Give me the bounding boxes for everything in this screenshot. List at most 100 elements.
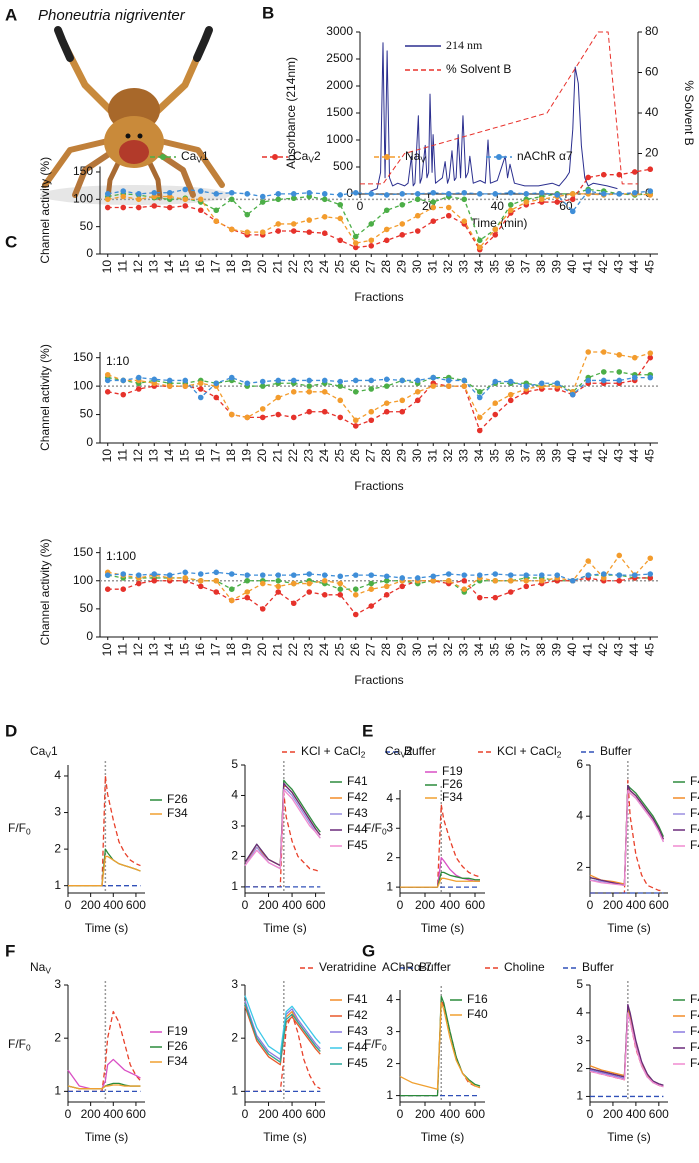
x-tick-label: 34	[472, 643, 486, 657]
legend-label: Buffer	[600, 744, 632, 758]
text-part: V	[45, 750, 51, 760]
data-point	[492, 400, 499, 406]
y-tick-label: 4	[386, 992, 393, 1006]
data-point	[476, 244, 483, 251]
x-tick-label: 40	[565, 449, 579, 463]
data-point	[244, 211, 251, 218]
x-tick-label: 34	[472, 449, 486, 463]
data-point	[492, 232, 499, 238]
data-point	[647, 571, 654, 577]
series-line	[67, 1084, 141, 1090]
data-point	[244, 572, 251, 578]
data-point	[228, 196, 235, 203]
x-tick-label: 400	[626, 1107, 646, 1121]
data-point	[290, 389, 297, 395]
data-point	[368, 386, 375, 392]
data-point	[631, 169, 638, 175]
legend-label: KCl + CaCl2	[497, 744, 562, 760]
data-point	[600, 349, 607, 355]
data-point	[337, 192, 344, 198]
data-point	[616, 352, 623, 358]
data-point	[337, 378, 344, 385]
y-tick-label: 50	[80, 601, 94, 615]
y-tick-label: 4	[54, 768, 61, 782]
data-point	[259, 406, 266, 412]
data-point	[182, 377, 189, 384]
data-point	[197, 394, 204, 401]
x-tick-label: 19	[239, 449, 253, 463]
x-tick-label: 39	[549, 449, 563, 463]
data-point	[213, 394, 220, 401]
x-tick-label: 30	[410, 643, 424, 657]
data-point	[259, 378, 266, 385]
legend-label: F41	[690, 992, 699, 1006]
legend-label: Buffer	[404, 744, 436, 758]
annotation: 1:10	[106, 354, 130, 368]
x-tick-label: 26	[348, 449, 362, 463]
data-point	[523, 583, 530, 590]
text-part: V	[45, 966, 51, 976]
data-point	[197, 386, 204, 392]
x-tick-label: 23	[301, 643, 315, 657]
data-point	[647, 188, 654, 194]
x-tick-label: 18	[224, 643, 238, 657]
data-point	[585, 188, 592, 194]
data-point	[383, 577, 390, 584]
x-tick-label: 29	[394, 260, 408, 274]
x-tick-label: 400	[282, 898, 302, 912]
panel-title: AChRα-7	[382, 960, 432, 974]
data-point	[352, 572, 359, 578]
data-point	[476, 394, 483, 401]
spider-photo	[40, 26, 230, 205]
legend-label: F41	[690, 774, 699, 788]
data-point	[306, 408, 313, 415]
data-point	[430, 204, 437, 211]
data-point	[275, 221, 282, 227]
data-point	[368, 586, 375, 592]
data-point	[259, 383, 266, 389]
y-tick-label: 4	[576, 1005, 583, 1019]
y-tick-label: 100	[73, 378, 93, 392]
x-tick-label: 22	[286, 260, 300, 274]
data-point	[368, 603, 375, 609]
x-tick-label: 19	[239, 260, 253, 274]
y2-tick-label: 60	[645, 65, 659, 79]
text-part: 0	[26, 827, 31, 837]
data-point	[554, 380, 561, 387]
data-point	[104, 586, 111, 592]
y-axis-label: F/F0	[8, 1037, 31, 1053]
data-point	[445, 377, 452, 384]
data-point	[399, 201, 406, 208]
data-point	[554, 192, 561, 198]
data-point	[616, 171, 623, 178]
data-point	[352, 389, 359, 395]
y-tick-label: 5	[576, 977, 583, 991]
x-tick-label: 16	[193, 260, 207, 274]
data-point	[523, 199, 530, 205]
data-point	[321, 191, 328, 197]
x-tick-label: 20	[255, 643, 269, 657]
x-tick-label: 38	[534, 449, 548, 463]
data-point	[244, 589, 251, 595]
legend-label: F42	[347, 790, 368, 804]
x-tick-label: 39	[549, 643, 563, 657]
x-tick-label: 42	[596, 449, 610, 463]
y-tick-label: 2	[386, 1056, 393, 1070]
legend-label: F42	[690, 790, 699, 804]
data-point	[135, 191, 142, 197]
y-tick-label: 50	[80, 219, 94, 233]
x-tick-label: 45	[642, 260, 656, 274]
x-tick-label: 32	[441, 643, 455, 657]
data-point	[461, 218, 468, 224]
legend-label: F43	[347, 1024, 368, 1038]
data-point	[414, 196, 421, 203]
data-point	[445, 204, 452, 211]
data-point	[430, 577, 437, 584]
x-tick-label: 400	[440, 1107, 460, 1121]
x-tick-label: 0	[65, 898, 72, 912]
y-tick-label: 3	[54, 977, 61, 991]
text-part: V	[196, 155, 202, 165]
y-axis-label: Channel activity (%)	[38, 539, 52, 646]
text-part: 0	[26, 1043, 31, 1053]
data-point	[399, 575, 406, 581]
